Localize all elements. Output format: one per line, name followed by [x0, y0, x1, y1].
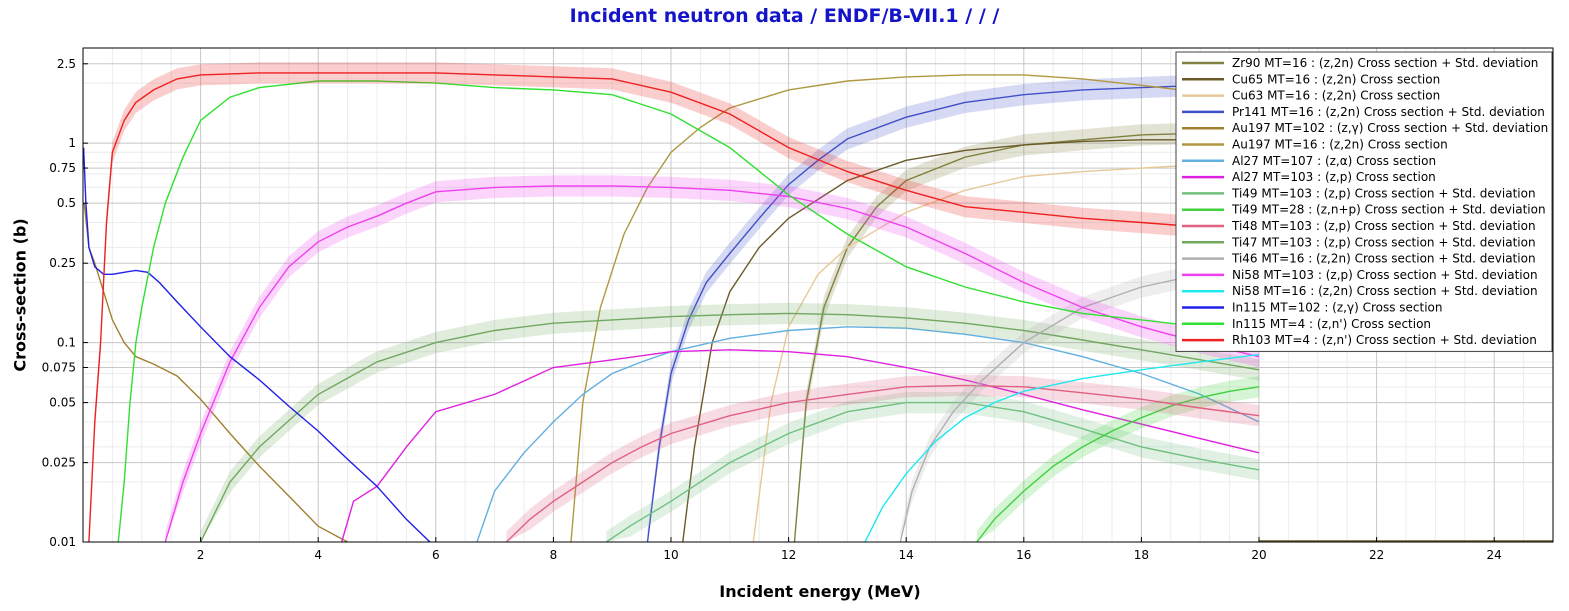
- series-line-14: [864, 353, 1260, 542]
- series-line-9: [976, 386, 1260, 542]
- series-line-10: [505, 384, 1260, 542]
- series-band-9: [976, 376, 1259, 542]
- series-group: [83, 62, 1553, 542]
- x-tick-label: 22: [1369, 548, 1384, 562]
- x-tick-label: 18: [1134, 548, 1149, 562]
- legend-entry: Pr141 MT=16 : (z,2n) Cross section + Std…: [1232, 105, 1545, 119]
- series-line-17: [88, 72, 1260, 542]
- legend-entry: Au197 MT=102 : (z,γ) Cross section + Std…: [1232, 121, 1548, 135]
- series-line-6: [476, 326, 1260, 542]
- legend-entry: Ni58 MT=103 : (z,p) Cross section + Std.…: [1232, 268, 1538, 282]
- chart-title: Incident neutron data / ENDF/B-VII.1 / /…: [569, 5, 1000, 27]
- series-line-2: [752, 161, 1260, 542]
- y-tick-label: 0.25: [49, 256, 76, 270]
- legend-entry: In115 MT=102 : (z,γ) Cross section: [1232, 301, 1443, 315]
- series-line-8: [605, 401, 1260, 542]
- series-line-1: [682, 139, 1259, 542]
- series-line-4: [83, 203, 348, 542]
- series-line-0: [793, 132, 1259, 542]
- series-band-10: [506, 374, 1259, 542]
- y-tick-label: 1: [68, 136, 76, 150]
- legend-entry: Ti49 MT=28 : (z,n+p) Cross section + Std…: [1231, 203, 1546, 217]
- plot-frame: [82, 47, 1554, 543]
- y-tick-label: 0.075: [42, 360, 76, 374]
- legend-entry: Rh103 MT=4 : (z,n') Cross section + Std.…: [1232, 333, 1537, 347]
- legend: Zr90 MT=16 : (z,2n) Cross section + Std.…: [1175, 51, 1553, 352]
- legend-entry: Au197 MT=16 : (z,2n) Cross section: [1232, 138, 1448, 152]
- legend-entry: Ti46 MT=16 : (z,2n) Cross section + Std.…: [1231, 252, 1536, 266]
- legend-entry: Ni58 MT=16 : (z,2n) Cross section + Std.…: [1232, 284, 1538, 298]
- series-line-16: [117, 80, 1260, 542]
- legend-entry: Ti48 MT=103 : (z,p) Cross section + Std.…: [1231, 219, 1536, 233]
- series-line-7: [341, 349, 1260, 542]
- x-tick-label: 24: [1487, 548, 1502, 562]
- axes: 2 4 6 8 10 12 14 16 18 20 22 240.010.0250.050.0750.…: [42, 57, 1502, 562]
- y-tick-label: 0.025: [42, 456, 76, 470]
- x-axis-label: Incident energy (MeV): [719, 582, 921, 601]
- legend-entry: In115 MT=4 : (z,n') Cross section: [1232, 317, 1431, 331]
- legend-entry: Ti47 MT=103 : (z,p) Cross section + Std.…: [1231, 235, 1536, 249]
- y-tick-label: 0.75: [49, 161, 76, 175]
- x-tick-label: 4: [314, 548, 322, 562]
- x-tick-label: 2: [197, 548, 205, 562]
- series-line-13: [164, 185, 1260, 542]
- x-tick-label: 16: [1016, 548, 1031, 562]
- legend-entry: Ti49 MT=103 : (z,p) Cross section + Std.…: [1231, 186, 1536, 200]
- x-tick-label: 6: [432, 548, 440, 562]
- y-tick-label: 0.1: [57, 336, 76, 350]
- y-tick-label: 0.01: [49, 535, 76, 549]
- x-tick-label: 20: [1251, 548, 1266, 562]
- legend-box: [1175, 51, 1553, 352]
- series-band-8: [606, 392, 1259, 542]
- series-line-12: [899, 266, 1260, 542]
- series-band-13: [165, 175, 1259, 542]
- legend-entry: Cu63 MT=16 : (z,2n) Cross section: [1232, 89, 1440, 103]
- legend-entry: Al27 MT=107 : (z,α) Cross section: [1232, 154, 1436, 168]
- x-tick-label: 10: [663, 548, 678, 562]
- y-tick-label: 0.5: [57, 196, 76, 210]
- x-tick-label: 8: [550, 548, 558, 562]
- y-tick-label: 2.5: [57, 57, 76, 71]
- series-line-5: [570, 74, 1260, 542]
- series-line-15: [83, 147, 431, 542]
- legend-entry: Zr90 MT=16 : (z,2n) Cross section + Std.…: [1232, 56, 1538, 70]
- legend-entry: Cu65 MT=16 : (z,2n) Cross section: [1232, 72, 1440, 86]
- x-tick-label: 14: [899, 548, 914, 562]
- series-line-11: [199, 312, 1260, 542]
- x-tick-label: 12: [781, 548, 796, 562]
- y-tick-label: 0.05: [49, 396, 76, 410]
- legend-entry: Al27 MT=103 : (z,p) Cross section: [1232, 170, 1436, 184]
